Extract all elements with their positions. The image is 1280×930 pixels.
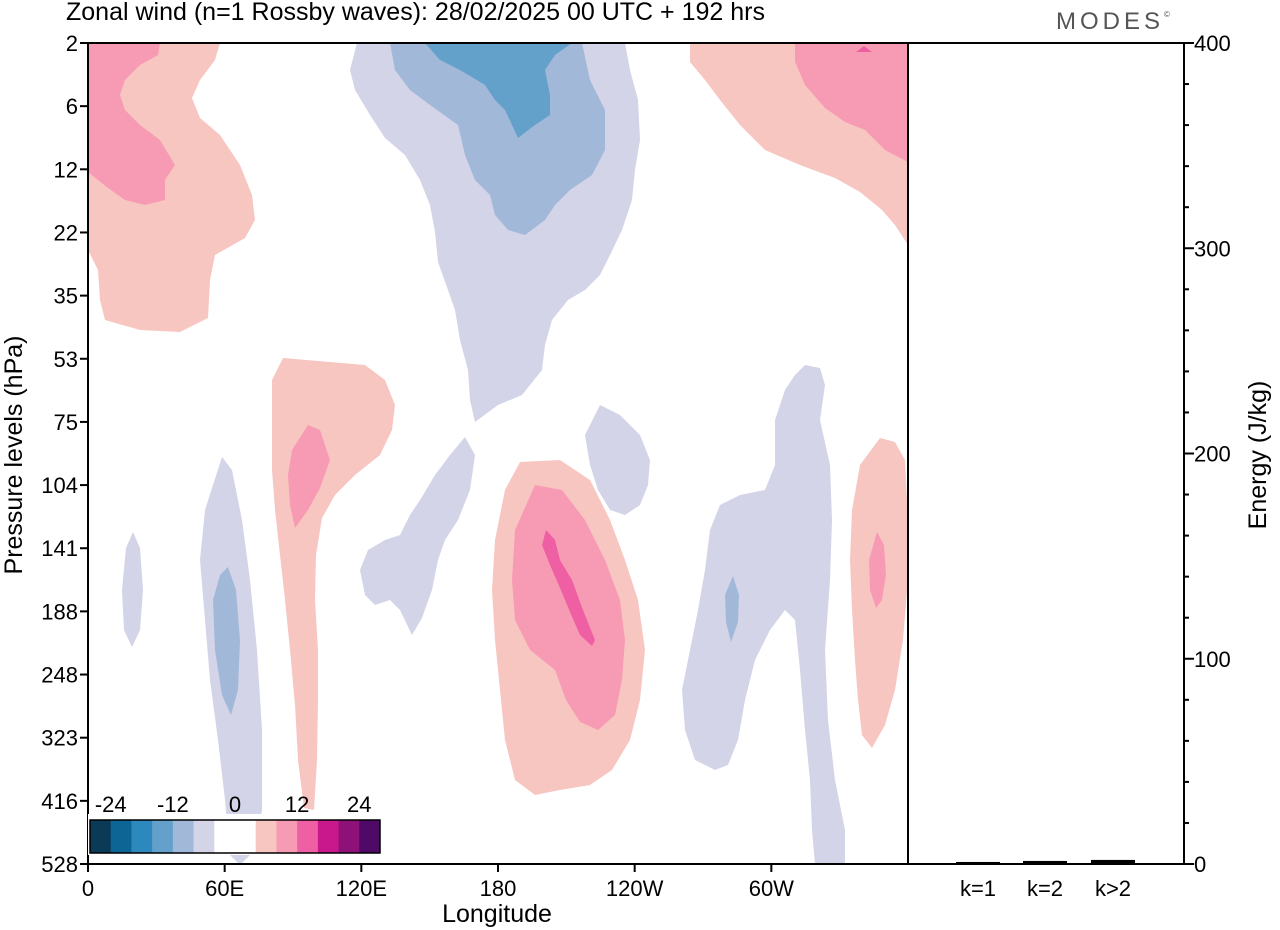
y-tick-label: 2 (66, 31, 78, 56)
energy-axis-label: Energy (J/kg) (1244, 381, 1272, 530)
colorbar-label: 12 (285, 792, 309, 817)
contour-pos2 (88, 43, 175, 205)
contour-neg1 (122, 532, 143, 647)
colorbar-label: -24 (95, 792, 127, 817)
energy-panel: 0 100 200 300 400 k=1 k=2 k>2 (956, 31, 1231, 901)
colorbar-swatch (131, 820, 153, 853)
colorbar-swatch (276, 820, 298, 853)
colorbar-swatch (359, 820, 381, 853)
colorbar-swatch (193, 820, 215, 853)
contour-neg1 (682, 365, 845, 865)
energy-tick-label: 400 (1194, 31, 1231, 56)
x-tick-label: 120E (336, 876, 387, 901)
contour-neg2 (213, 567, 240, 715)
y-tick-label: 528 (41, 852, 78, 877)
energy-bar (1023, 860, 1067, 864)
y-axis-label: Pressure levels (hPa) (0, 336, 28, 575)
colorbar-border (89, 819, 381, 854)
energy-bar (956, 861, 1000, 864)
contour-pos2 (288, 425, 330, 528)
contour-neg3 (425, 43, 572, 138)
colorbar-label: -12 (157, 792, 189, 817)
y-tick-label: 35 (54, 284, 78, 309)
contour-neg2 (725, 576, 739, 642)
colorbar-swatch (235, 820, 257, 853)
colorbar-swatch (152, 820, 174, 853)
y-tick-label: 12 (54, 157, 78, 182)
brand-logo: MODES© (1056, 8, 1170, 36)
energy-category-label: k>2 (1095, 876, 1131, 901)
contour-neg2 (390, 43, 605, 235)
y-tick-label: 248 (41, 663, 78, 688)
colorbar-swatch (255, 820, 277, 853)
energy-bar (1091, 859, 1135, 864)
brand-text: MODES (1056, 8, 1165, 35)
energy-tick-label: 300 (1194, 236, 1231, 261)
colorbar-swatch (214, 820, 236, 853)
colorbar-swatch (297, 820, 319, 853)
colorbar-swatch (172, 820, 195, 853)
chart-title: Zonal wind (n=1 Rossby waves): 28/02/202… (66, 0, 765, 26)
y-tick-label: 323 (41, 726, 78, 751)
x-tick-label: 60E (205, 876, 244, 901)
y-tick-label: 75 (54, 410, 78, 435)
y-tick-label: 22 (54, 220, 78, 245)
x-axis-label: Longitude (442, 900, 552, 928)
y-tick-label: 188 (41, 599, 78, 624)
y-tick-label: 6 (66, 94, 78, 119)
y-tick-label: 141 (41, 536, 78, 561)
contour-pos3 (542, 530, 595, 646)
energy-category-label: k=1 (960, 876, 996, 901)
y-tick-label: 416 (41, 789, 78, 814)
energy-category-label: k=2 (1027, 876, 1063, 901)
colorbar-swatch (317, 820, 340, 853)
brand-mark: © (1164, 10, 1170, 19)
x-tick-label: 60W (749, 876, 794, 901)
x-tick-label: 180 (480, 876, 517, 901)
colorbar-swatch (110, 820, 132, 853)
y-tick-label: 104 (41, 473, 78, 498)
energy-tick-label: 100 (1194, 647, 1231, 672)
contour-pos2 (795, 43, 908, 162)
colorbar-label: 0 (229, 792, 241, 817)
y-tick-label: 53 (54, 347, 78, 372)
contour-neg1 (585, 405, 650, 515)
contour-pos2 (869, 532, 886, 608)
colorbar-swatch (90, 820, 112, 853)
x-tick-label: 0 (82, 876, 94, 901)
longitude-axis: 0 60E 120E 180 120W 60W (82, 864, 794, 901)
colorbar-swatch (338, 820, 360, 853)
energy-tick-label: 0 (1194, 852, 1206, 877)
colorbar: -24 -12 0 12 24 (88, 792, 382, 855)
pressure-axis: 2 6 12 22 35 53 75 104 141 188 248 323 416 528 (41, 31, 88, 877)
colorbar-label: 24 (347, 792, 371, 817)
energy-tick-label: 200 (1194, 442, 1231, 467)
contour-pos3 (856, 46, 872, 52)
x-tick-label: 120W (606, 876, 664, 901)
contour-field (88, 43, 908, 865)
contour-neg1 (360, 437, 475, 635)
